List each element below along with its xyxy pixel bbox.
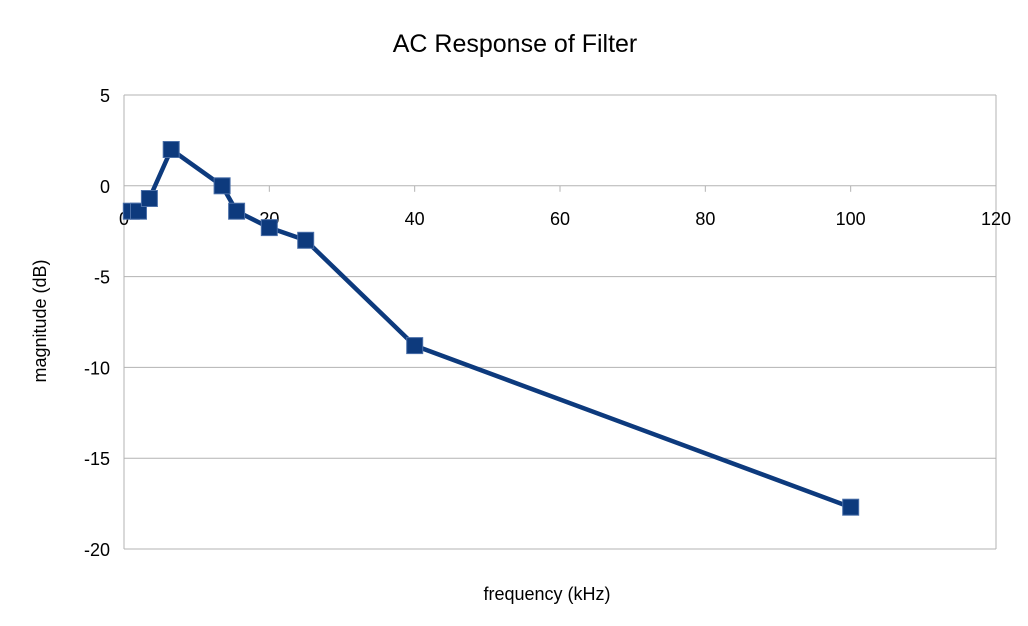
data-point-marker [297,231,315,249]
data-series [122,141,860,516]
y-axis-label: magnitude (dB) [30,259,50,382]
x-tick-label: 60 [550,209,570,229]
chart-title: AC Response of Filter [393,30,638,58]
y-tick-label: -10 [84,358,110,378]
x-tick-label: 40 [405,209,425,229]
data-point-marker [260,219,278,237]
tick-labels: 50-5-10-15-20020406080100120 [84,86,1011,560]
x-tick-label: 120 [981,209,1011,229]
y-tick-label: 0 [100,177,110,197]
data-point-marker [842,498,860,516]
data-point-marker [130,202,147,220]
y-tick-label: -20 [84,540,110,560]
data-point-marker [228,202,246,220]
axes [123,95,997,549]
data-point-marker [140,190,158,207]
data-point-marker [406,337,424,355]
data-point-marker [213,177,231,195]
x-tick-label: 100 [836,209,866,229]
data-point-marker [162,141,180,158]
y-tick-label: -5 [94,268,110,288]
x-axis-label: frequency (kHz) [483,584,610,604]
y-tick-label: -15 [84,449,110,469]
grid [124,94,996,550]
series-group [122,141,860,516]
x-tick-label: 80 [695,209,715,229]
y-tick-label: 5 [100,86,110,106]
